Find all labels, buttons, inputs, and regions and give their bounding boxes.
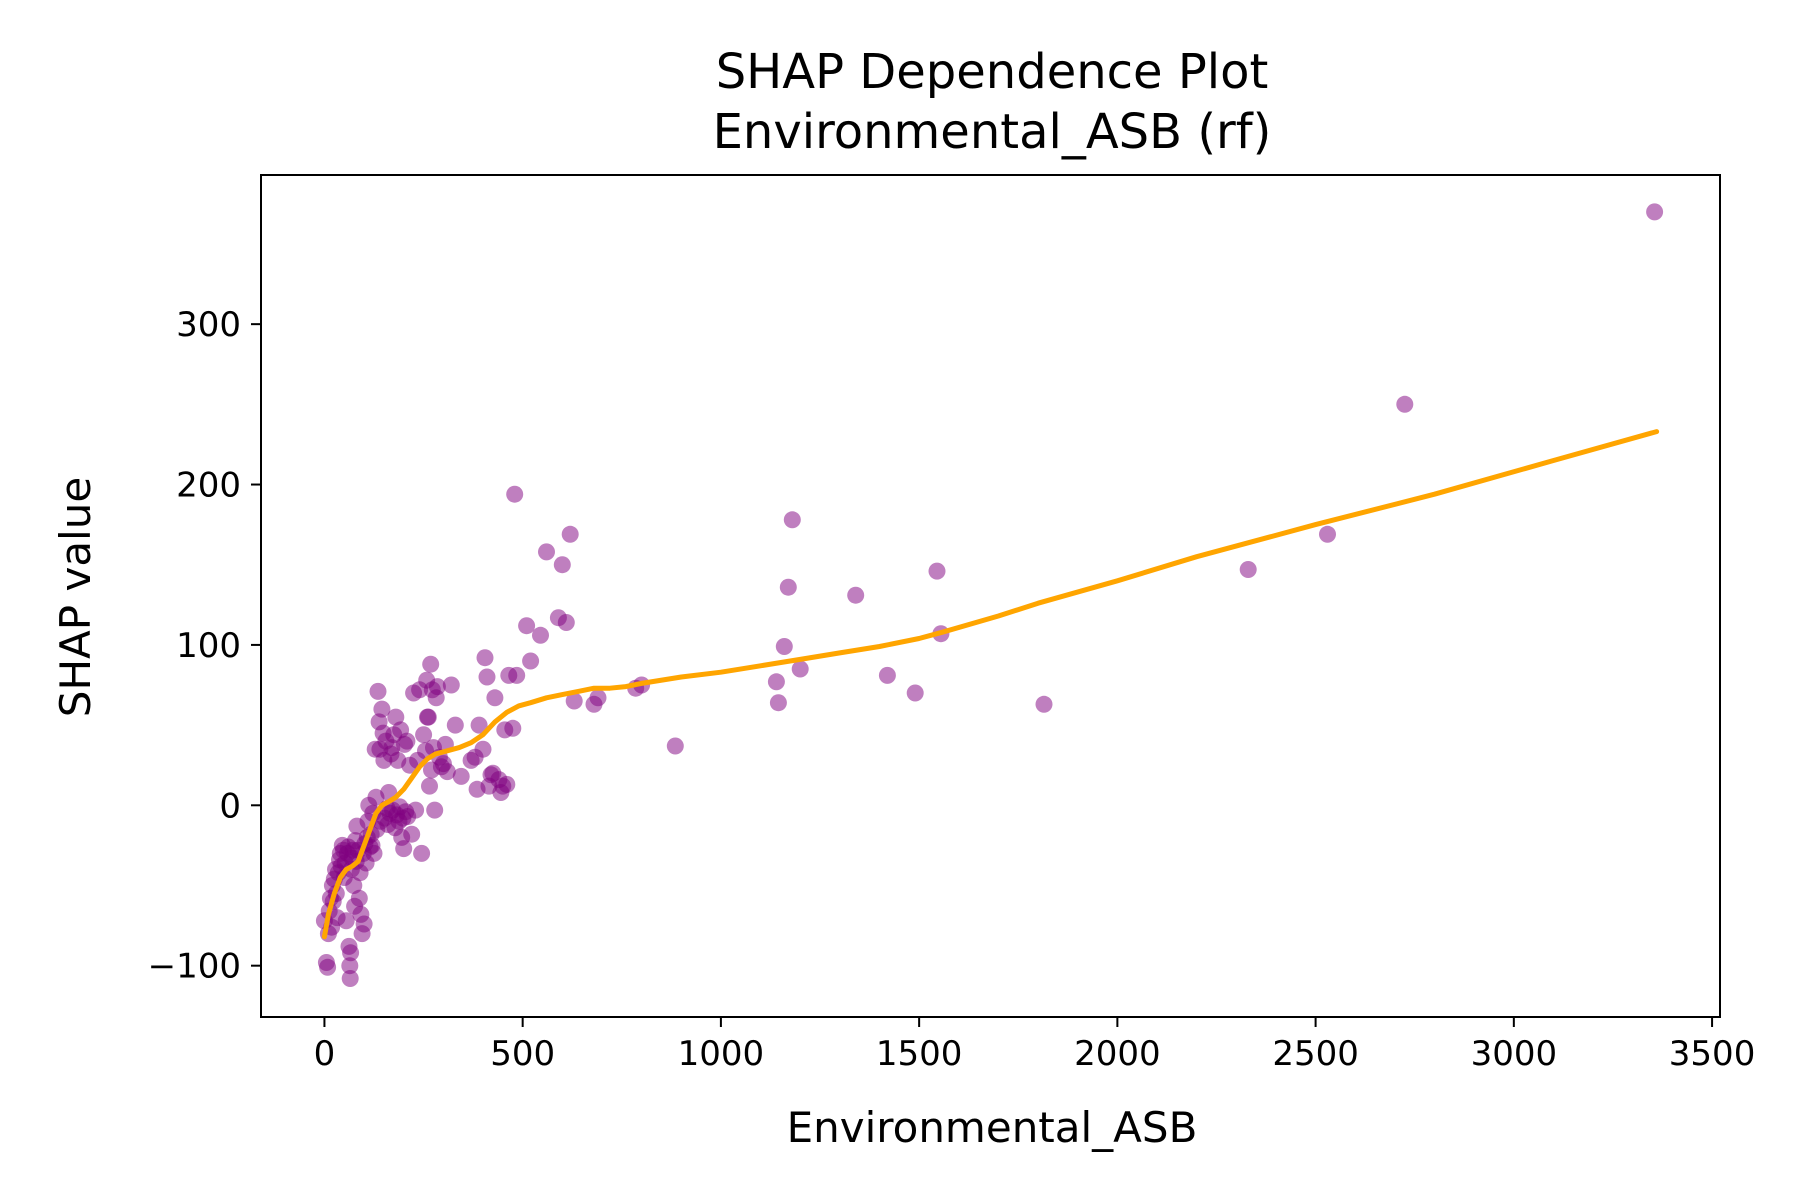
scatter-point [498,775,516,793]
scatter-point [561,525,579,543]
scatter-point [419,708,437,726]
scatter-point [1396,395,1414,413]
scatter-point [557,614,575,631]
x-tick-label: 3500 [1669,1034,1756,1074]
scatter-point [383,739,401,757]
scatter-point [783,511,801,529]
chart-title: SHAP Dependence Plot [716,44,1269,100]
scatter-point [415,726,433,744]
scatter-point [395,840,413,858]
scatter-point [791,660,809,678]
scatter-point [387,708,405,726]
scatter-point [1035,695,1053,713]
scatter-point [421,777,438,795]
scatter-point [769,694,787,712]
scatter-point [426,801,444,819]
axes-layer: 0 500 1000 1500 2000 2500 3000 3500 −100 0 100 200 3… [148,174,1756,1074]
scatter-point [478,668,496,686]
plot-frame [260,174,1721,1018]
scatter-point [508,666,526,684]
scatter-point [474,740,492,758]
trend-line-layer [321,429,1660,940]
scatter-point [407,801,425,819]
scatter-point [779,578,797,596]
y-axis-label: SHAP value [51,477,100,717]
scatter-point [319,958,337,976]
scatter-point [928,562,946,580]
y-tick-label: 200 [176,466,241,506]
y-tick-label: −100 [148,947,241,987]
scatter-point [337,912,355,930]
scatter-point [403,825,421,843]
scatter-point [538,543,555,561]
scatter-point [589,689,607,707]
y-tick-label: 100 [176,626,241,666]
scatter-point [767,673,785,691]
y-tick-label: 0 [219,786,241,826]
y-tick-label: 300 [176,305,241,345]
scatter-point [342,944,360,962]
scatter-point [775,638,793,655]
scatter-point [518,617,536,635]
scatter-point [350,889,368,907]
scatter-point [438,763,456,781]
scatter-point [476,649,494,667]
x-tick-label: 2000 [1074,1034,1161,1074]
scatter-point [532,626,549,644]
scatter-point [422,655,440,673]
scatter-point [847,586,865,604]
scatter-point [553,556,571,574]
x-tick-label: 1000 [678,1034,765,1074]
scatter-point [345,877,363,894]
x-tick-label: 500 [490,1034,555,1074]
scatter-point [878,666,896,684]
x-axis-label: Environmental_ASB [787,1103,1198,1152]
trend-line [321,429,1660,940]
scatter-point [522,652,540,670]
scatter-point [398,732,416,750]
scatter-point [341,970,359,987]
scatter-point [470,716,488,734]
scatter-point [428,678,446,696]
scatter-point [666,737,684,755]
scatter-point [486,689,504,707]
scatter-point [1239,561,1257,578]
x-tick-label: 3000 [1471,1034,1558,1074]
scatter-point [506,485,524,503]
x-tick-label: 2500 [1272,1034,1359,1074]
scatter-point [1646,203,1664,221]
scatter-point [341,957,359,975]
scatter-point [446,716,464,734]
scatter-point [413,844,431,862]
scatter-point [365,844,383,862]
x-tick-label: 1500 [876,1034,963,1074]
x-tick-label: 0 [314,1034,336,1074]
scatter-point [369,682,387,700]
scatter-point [906,684,924,702]
chart-subtitle: Environmental_ASB (rf) [713,104,1272,160]
scatter-point [565,692,583,710]
scatter-point [452,767,470,785]
scatter-point [355,915,373,933]
scatter-point [504,719,522,737]
scatter-point [1319,525,1336,543]
scatter-point [373,700,391,718]
scatter-point [442,676,460,694]
